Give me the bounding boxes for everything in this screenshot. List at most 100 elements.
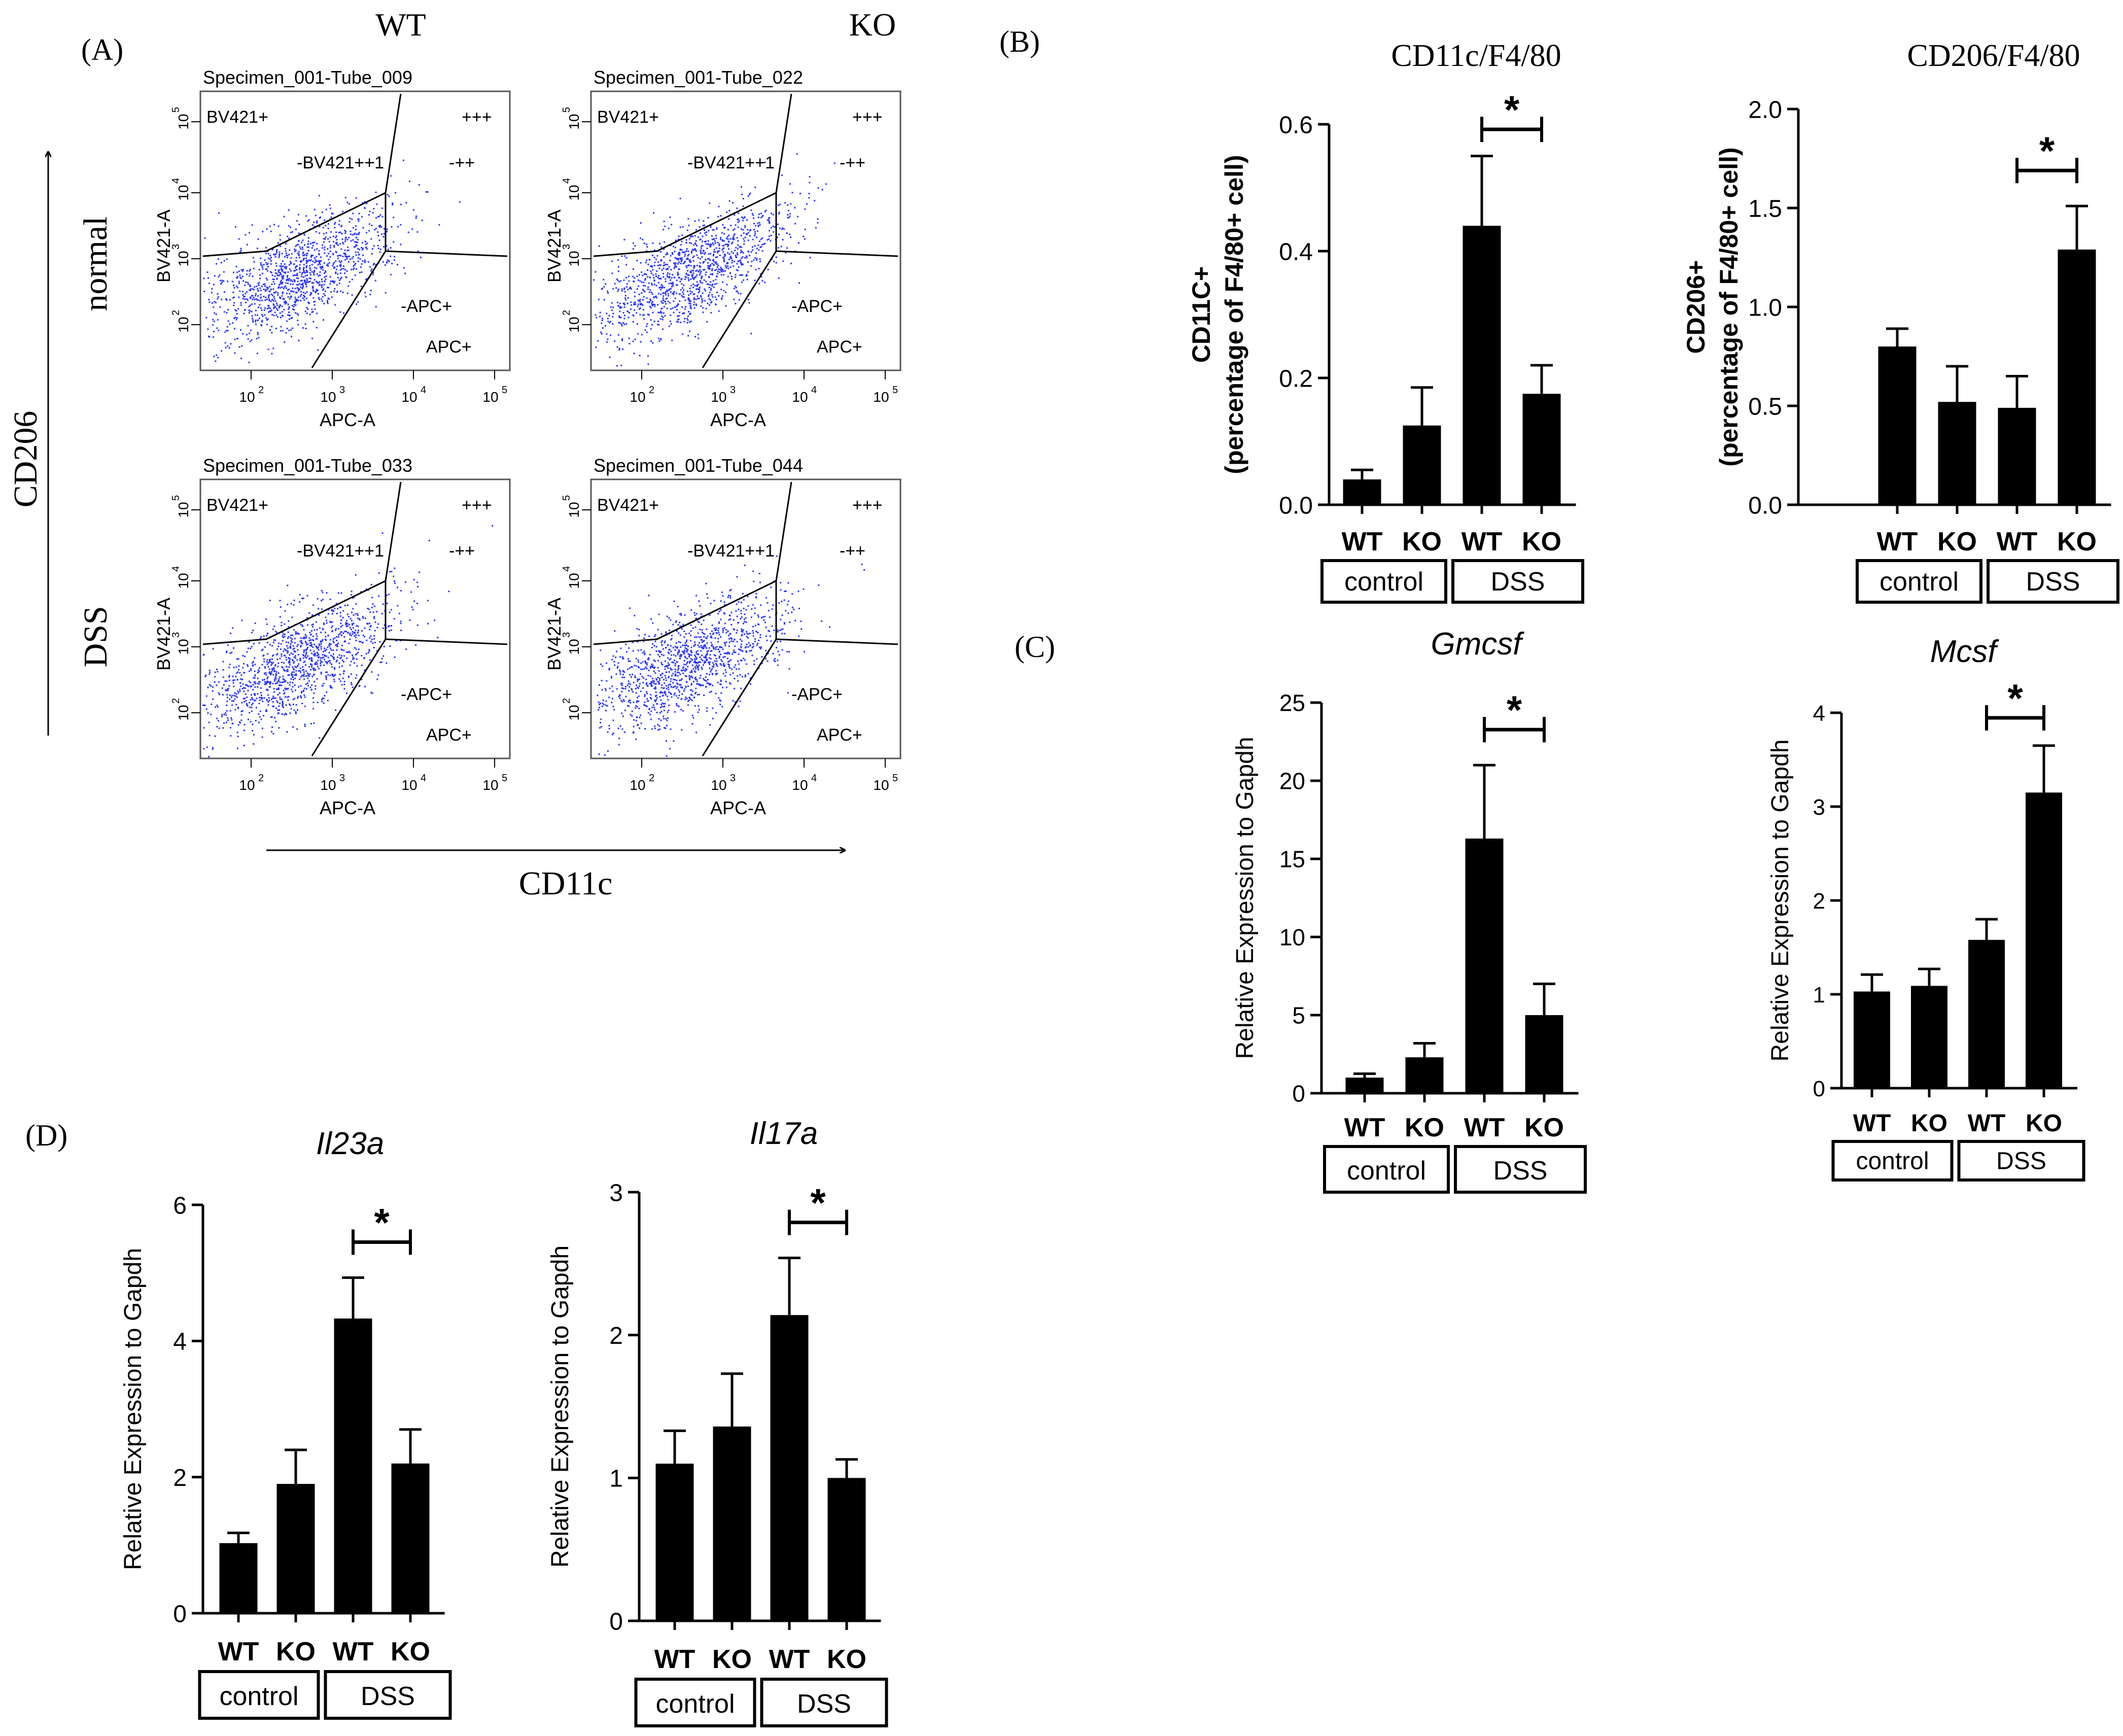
flow-event-dot — [286, 645, 288, 647]
flow-event-dot — [218, 258, 220, 260]
flow-event-dot — [351, 629, 352, 631]
flow-event-dot — [665, 631, 667, 633]
flow-event-dot — [302, 598, 304, 599]
flow-event-dot — [412, 609, 414, 611]
flow-event-dot — [255, 298, 257, 300]
flow-event-dot — [765, 650, 767, 652]
flow-event-dot — [355, 636, 357, 638]
flow-event-dot — [722, 631, 724, 633]
flow-event-dot — [729, 683, 732, 685]
flow-event-dot — [235, 676, 237, 678]
flow-event-dot — [598, 684, 600, 686]
flow-event-dot — [379, 226, 380, 228]
flow-event-dot — [281, 295, 283, 297]
flow-event-dot — [728, 664, 730, 666]
flow-event-dot — [264, 673, 266, 675]
flow-event-dot — [695, 595, 698, 597]
flow-event-dot — [369, 211, 371, 213]
flow-event-dot — [275, 671, 277, 673]
flow-event-dot — [359, 271, 361, 273]
flow-event-dot — [289, 249, 291, 251]
flow-event-dot — [276, 278, 278, 280]
flow-event-dot — [284, 266, 286, 268]
flow-event-dot — [688, 280, 690, 282]
flow-event-dot — [604, 325, 606, 327]
flow-event-dot — [297, 654, 299, 655]
flow-event-dot — [311, 311, 313, 313]
flow-event-dot — [304, 661, 306, 663]
flow-event-dot — [365, 247, 367, 249]
flow-event-dot — [638, 661, 640, 663]
flow-event-dot — [227, 689, 229, 691]
flow-event-dot — [315, 621, 317, 623]
flow-event-dot — [293, 309, 295, 310]
flow-event-dot — [321, 298, 323, 300]
flow-event-dot — [674, 257, 676, 259]
flow-event-dot — [789, 233, 791, 235]
flow-event-dot — [378, 225, 380, 227]
flow-event-dot — [748, 255, 750, 256]
flow-event-dot — [743, 238, 745, 240]
flow-event-dot — [690, 265, 692, 267]
flow-event-dot — [372, 264, 374, 266]
flow-event-dot — [809, 176, 811, 178]
flow-event-dot — [737, 269, 739, 271]
flow-event-dot — [324, 647, 325, 649]
flow-event-dot — [720, 600, 722, 602]
flow-event-dot — [281, 621, 283, 623]
flow-event-dot — [754, 186, 756, 188]
flow-event-dot — [638, 667, 640, 669]
flow-event-dot — [642, 661, 644, 663]
flow-event-dot — [718, 657, 720, 659]
flow-event-dot — [616, 365, 618, 367]
flow-event-dot — [634, 675, 636, 677]
flow-event-dot — [298, 240, 300, 242]
flow-event-dot — [353, 246, 355, 248]
flow-event-dot — [274, 676, 276, 678]
flow-event-dot — [618, 737, 620, 739]
flow-event-dot — [235, 319, 237, 321]
flow-event-dot — [330, 686, 332, 688]
flow-event-dot — [709, 265, 711, 267]
flow-event-dot — [749, 650, 751, 652]
flow-event-dot — [773, 659, 775, 662]
flow-event-dot — [742, 252, 744, 254]
flow-event-dot — [293, 604, 295, 606]
flow-event-dot — [678, 689, 680, 691]
flow-event-dot — [689, 287, 691, 289]
flow-event-dot — [361, 249, 363, 251]
flow-event-dot — [729, 618, 732, 620]
flow-event-dot — [710, 650, 712, 652]
flow-event-dot — [288, 620, 290, 622]
flow-event-dot — [690, 624, 692, 626]
flow-event-dot — [221, 715, 223, 717]
flow-event-dot — [313, 271, 315, 273]
flow-event-dot — [262, 679, 264, 681]
flow-event-dot — [353, 657, 355, 659]
flow-event-dot — [283, 288, 285, 290]
flow-event-dot — [268, 671, 270, 673]
flow-event-dot — [688, 298, 690, 300]
flow-event-dot — [292, 653, 294, 655]
flow-event-dot — [700, 685, 702, 687]
flow-event-dot — [646, 323, 648, 325]
flow-event-dot — [337, 656, 338, 658]
flow-event-dot — [679, 249, 681, 251]
flow-event-dot — [336, 636, 338, 638]
flow-event-dot — [297, 284, 299, 286]
flow-event-dot — [690, 307, 692, 309]
flow-event-dot — [710, 289, 712, 291]
flow-event-dot — [829, 626, 831, 628]
flow-y-tick-exp: 2 — [170, 698, 182, 704]
flow-event-dot — [389, 630, 390, 632]
flow-event-dot — [679, 679, 681, 681]
flow-event-dot — [729, 256, 732, 258]
flow-event-dot — [754, 280, 756, 282]
flow-event-dot — [765, 597, 767, 599]
flow-event-dot — [284, 687, 286, 689]
flow-event-dot — [296, 287, 298, 289]
flow-event-dot — [268, 700, 270, 702]
flow-event-dot — [627, 297, 629, 299]
flow-event-dot — [345, 256, 347, 258]
flow-event-dot — [294, 684, 296, 686]
